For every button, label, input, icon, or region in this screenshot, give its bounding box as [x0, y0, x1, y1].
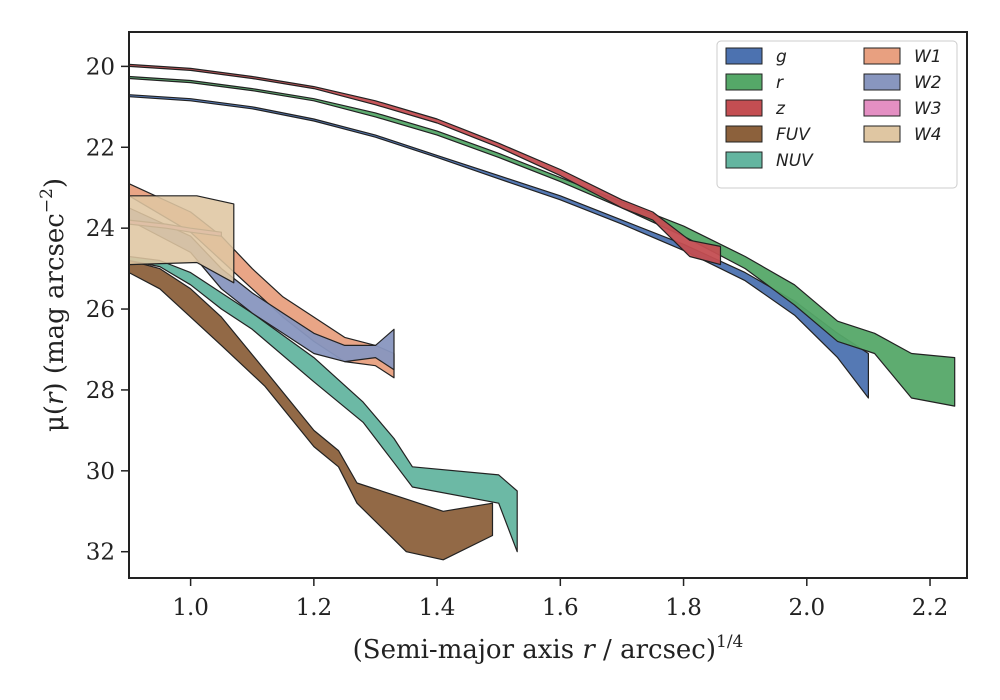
- legend-swatch-w3: [863, 99, 901, 117]
- legend-label-w3: W3: [914, 99, 942, 119]
- band-r: [129, 75, 956, 407]
- y-axis: 20 22 24 26 28 30 32: [86, 54, 129, 566]
- legend-label-r: r: [776, 73, 784, 93]
- band-g: [129, 94, 869, 399]
- y-tick-label: 26: [86, 297, 115, 323]
- x-axis: 1.0 1.2 1.4 1.6 1.8 2.0 2.2: [172, 578, 948, 621]
- legend-swatch-z: [725, 99, 763, 117]
- x-tick-label: 1.6: [542, 595, 579, 621]
- y-tick-label: 30: [86, 459, 115, 485]
- legend-label-fuv: FUV: [776, 125, 811, 145]
- y-tick-label: 28: [86, 378, 115, 404]
- plot-frame: [128, 31, 968, 579]
- y-axis-label: μ(r) (mag arcsec−2): [37, 178, 70, 432]
- legend-label-w1: W1: [914, 47, 942, 67]
- legend-swatch-fuv: [725, 125, 763, 143]
- legend-swatch-w2: [863, 73, 901, 91]
- band-nuv: [129, 255, 518, 553]
- x-tick-label: 1.8: [665, 595, 702, 621]
- band-z: [129, 63, 722, 266]
- legend-label-z: z: [775, 99, 786, 119]
- y-tick-label: 24: [86, 216, 115, 242]
- legend-swatch-g: [725, 47, 763, 65]
- legend-swatch-nuv: [725, 151, 763, 169]
- band-fuv: [129, 259, 494, 561]
- x-tick-label: 1.2: [296, 595, 333, 621]
- legend-swatch-r: [725, 73, 763, 91]
- x-tick-label: 1.4: [419, 595, 456, 621]
- legend-swatch-w4: [863, 125, 901, 143]
- y-tick-label: 20: [86, 54, 115, 80]
- x-tick-label: 2.0: [789, 595, 826, 621]
- legend-label-w4: W4: [914, 125, 942, 145]
- x-tick-label: 2.2: [912, 595, 949, 621]
- legend: grz FUV NUV W1 W2 W3 W4: [716, 40, 958, 189]
- y-tick-label: 32: [86, 540, 115, 566]
- legend-label-nuv: NUV: [776, 151, 814, 171]
- profile-bands: [129, 63, 956, 561]
- legend-swatch-w1: [863, 47, 901, 65]
- legend-label-g: g: [776, 47, 787, 67]
- y-tick-label: 22: [86, 135, 115, 161]
- x-tick-label: 1.0: [172, 595, 209, 621]
- band-w4: [129, 195, 235, 284]
- legend-label-w2: W2: [914, 73, 942, 93]
- x-axis-label: (Semi-major axis r / arcsec)1/4: [353, 632, 744, 665]
